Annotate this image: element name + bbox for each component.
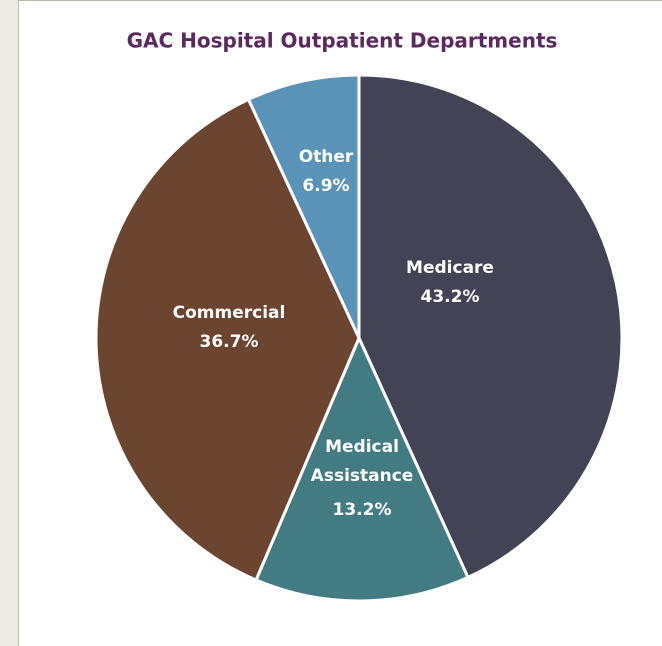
pie-slice	[357, 73, 624, 579]
slice-label: Medicare	[406, 258, 494, 278]
slice-label: Commercial	[173, 303, 286, 323]
value-label: 36.7%	[200, 332, 259, 352]
pie-slice	[254, 336, 470, 603]
value-label: 6.9%	[302, 176, 349, 196]
value-label: 13.2%	[333, 500, 392, 520]
value-label: 43.2%	[421, 287, 480, 307]
pie-slice	[247, 73, 361, 340]
chart-title: GAC Hospital Outpatient Departments	[127, 29, 558, 53]
slice-label: Other	[299, 147, 354, 167]
pie-slice	[94, 97, 361, 582]
slice-label: Medical Assistance	[311, 437, 414, 486]
